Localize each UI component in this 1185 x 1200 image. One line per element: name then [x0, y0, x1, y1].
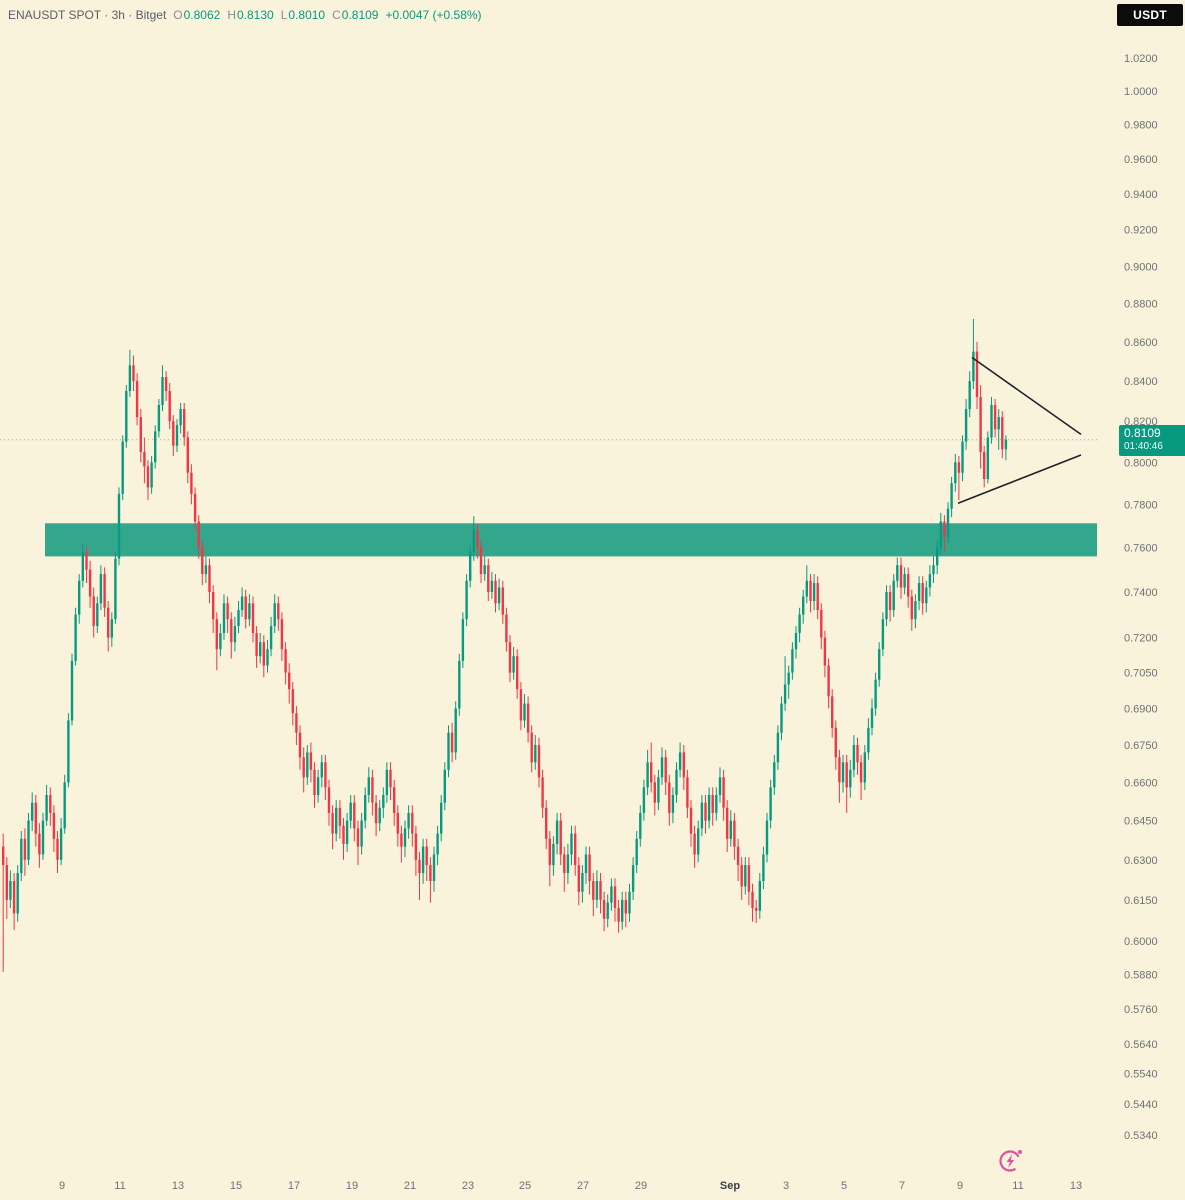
open-label: O — [173, 8, 183, 22]
svg-text:0.6900: 0.6900 — [1124, 703, 1158, 715]
symbol-info-bar[interactable]: ENAUSDT SPOT · 3h · Bitget O 0.8062 H 0.… — [8, 8, 482, 22]
trendline-lower[interactable] — [957, 454, 1082, 505]
svg-text:13: 13 — [1070, 1180, 1082, 1192]
svg-text:13: 13 — [172, 1180, 184, 1192]
svg-text:0.9200: 0.9200 — [1124, 225, 1158, 237]
svg-text:0.8600: 0.8600 — [1124, 337, 1158, 349]
watermark-logo[interactable] — [998, 1147, 1024, 1178]
ohlc-high: H 0.8130 — [227, 8, 273, 22]
svg-text:0.6750: 0.6750 — [1124, 740, 1158, 752]
low-value: 0.8010 — [288, 8, 326, 22]
lightning-circle-icon — [999, 1150, 1022, 1172]
svg-text:0.5340: 0.5340 — [1124, 1130, 1158, 1142]
svg-text:0.9400: 0.9400 — [1124, 189, 1158, 201]
svg-text:Sep: Sep — [720, 1180, 740, 1192]
svg-text:25: 25 — [519, 1180, 531, 1192]
svg-text:23: 23 — [462, 1180, 474, 1192]
high-label: H — [227, 8, 236, 22]
svg-text:0.7400: 0.7400 — [1124, 587, 1158, 599]
last-price-value: 0.8109 — [1124, 426, 1161, 440]
symbol-title[interactable]: ENAUSDT SPOT · 3h · Bitget — [8, 8, 167, 22]
time-axis[interactable]: 9 11 13 15 17 19 21 23 25 27 29 Sep 3 5 7 9 11 13 — [59, 1180, 1082, 1192]
svg-text:0.9000: 0.9000 — [1124, 261, 1158, 273]
svg-text:11: 11 — [114, 1180, 125, 1192]
change-value: +0.0047 (+0.58%) — [385, 8, 482, 22]
svg-text:0.5440: 0.5440 — [1124, 1099, 1158, 1111]
supply-zone[interactable] — [45, 523, 1097, 557]
svg-text:5: 5 — [841, 1180, 847, 1192]
price-axis[interactable]: 1.0200 1.0000 0.9800 0.9600 0.9400 0.9200 0.90… — [1124, 53, 1158, 1142]
open-value: 0.8062 — [183, 8, 221, 22]
low-label: L — [280, 8, 288, 22]
close-label: C — [332, 8, 341, 22]
svg-text:27: 27 — [577, 1180, 589, 1192]
svg-text:15: 15 — [230, 1180, 242, 1192]
svg-text:0.6450: 0.6450 — [1124, 816, 1158, 828]
bar-countdown-timer: 01:40:46 — [1124, 441, 1163, 452]
svg-text:29: 29 — [635, 1180, 647, 1192]
svg-text:0.7800: 0.7800 — [1124, 499, 1158, 511]
svg-text:0.6600: 0.6600 — [1124, 777, 1158, 789]
svg-text:0.9800: 0.9800 — [1124, 120, 1158, 132]
svg-text:0.9600: 0.9600 — [1124, 154, 1158, 166]
svg-text:19: 19 — [346, 1180, 358, 1192]
svg-text:0.7200: 0.7200 — [1124, 633, 1158, 645]
svg-text:1.0000: 1.0000 — [1124, 86, 1158, 98]
svg-text:1.0200: 1.0200 — [1124, 53, 1158, 65]
svg-text:0.6300: 0.6300 — [1124, 855, 1158, 867]
svg-text:9: 9 — [59, 1180, 65, 1192]
svg-text:0.7050: 0.7050 — [1124, 668, 1158, 680]
svg-text:7: 7 — [899, 1180, 905, 1192]
ohlc-close: C 0.8109 — [332, 8, 378, 22]
svg-text:21: 21 — [404, 1180, 416, 1192]
trendline-upper[interactable] — [971, 356, 1082, 436]
quote-currency-badge[interactable]: USDT — [1117, 4, 1183, 26]
high-value: 0.8130 — [237, 8, 274, 22]
ohlc-low: L 0.8010 — [281, 8, 325, 22]
candles-layer[interactable] — [2, 318, 1008, 972]
svg-text:0.5880: 0.5880 — [1124, 970, 1158, 982]
close-value: 0.8109 — [341, 8, 379, 22]
svg-text:17: 17 — [288, 1180, 300, 1192]
svg-text:11: 11 — [1012, 1180, 1023, 1192]
svg-text:9: 9 — [957, 1180, 963, 1192]
svg-text:0.7600: 0.7600 — [1124, 543, 1158, 555]
svg-text:0.8000: 0.8000 — [1124, 457, 1158, 469]
svg-text:0.5640: 0.5640 — [1124, 1039, 1158, 1051]
svg-text:0.5760: 0.5760 — [1124, 1004, 1158, 1016]
svg-text:0.6000: 0.6000 — [1124, 936, 1158, 948]
svg-text:0.8800: 0.8800 — [1124, 299, 1158, 311]
svg-text:3: 3 — [783, 1180, 789, 1192]
svg-text:0.5540: 0.5540 — [1124, 1069, 1158, 1081]
last-price-label[interactable]: 0.8109 01:40:46 — [1119, 425, 1185, 456]
svg-text:0.6150: 0.6150 — [1124, 895, 1158, 907]
ohlc-open: O 0.8062 — [173, 8, 220, 22]
svg-text:0.8400: 0.8400 — [1124, 376, 1158, 388]
